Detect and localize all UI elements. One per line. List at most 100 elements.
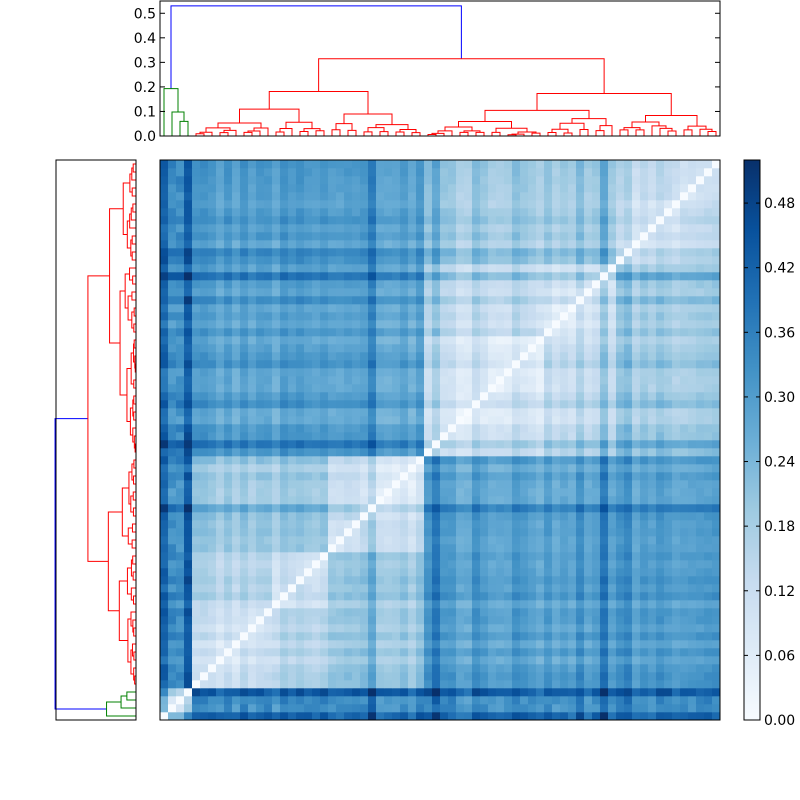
- heatmap-cell: [376, 392, 385, 401]
- heatmap-cell: [504, 176, 513, 185]
- heatmap-cell: [368, 520, 377, 529]
- heatmap-cell: [280, 608, 289, 617]
- heatmap-cell: [712, 488, 721, 497]
- heatmap-cell: [208, 400, 217, 409]
- heatmap-cell: [520, 392, 529, 401]
- heatmap-cell: [584, 176, 593, 185]
- heatmap-cell: [568, 224, 577, 233]
- heatmap-cell: [504, 288, 513, 297]
- heatmap-cell: [440, 408, 449, 417]
- heatmap-cell: [296, 336, 305, 345]
- heatmap-cell: [504, 456, 513, 465]
- heatmap-cell: [216, 448, 225, 457]
- heatmap-cell: [376, 296, 385, 305]
- heatmap-cell: [272, 400, 281, 409]
- heatmap-cell: [696, 448, 705, 457]
- heatmap-cell: [592, 584, 601, 593]
- heatmap-cell: [160, 568, 169, 577]
- heatmap-cell: [344, 496, 353, 505]
- heatmap-cell: [288, 424, 297, 433]
- heatmap-cell: [536, 184, 545, 193]
- heatmap-cell: [568, 672, 577, 681]
- heatmap-cell: [432, 624, 441, 633]
- heatmap-cell: [496, 664, 505, 673]
- heatmap-cell: [304, 200, 313, 209]
- heatmap-cell: [200, 320, 209, 329]
- heatmap-cell: [488, 232, 497, 241]
- heatmap-cell: [320, 200, 329, 209]
- heatmap-cell: [560, 592, 569, 601]
- heatmap-cell: [672, 240, 681, 249]
- heatmap-cell: [472, 640, 481, 649]
- heatmap-cell: [512, 248, 521, 257]
- heatmap-cell: [320, 312, 329, 321]
- heatmap-cell: [600, 512, 609, 521]
- heatmap-cell: [480, 288, 489, 297]
- heatmap-cell: [680, 192, 689, 201]
- heatmap-cell: [472, 416, 481, 425]
- heatmap-cell: [712, 712, 721, 721]
- heatmap-cell: [192, 504, 201, 513]
- heatmap-cell: [336, 184, 345, 193]
- heatmap-cell: [472, 504, 481, 513]
- heatmap-cell: [696, 376, 705, 385]
- heatmap-cell: [328, 504, 337, 513]
- heatmap-cell: [448, 224, 457, 233]
- heatmap-cell: [392, 632, 401, 641]
- heatmap-cell: [512, 352, 521, 361]
- heatmap-cell: [560, 616, 569, 625]
- heatmap-cell: [536, 568, 545, 577]
- heatmap-cell: [696, 544, 705, 553]
- heatmap-cell: [456, 680, 465, 689]
- heatmap-cell: [176, 176, 185, 185]
- heatmap-cell: [248, 424, 257, 433]
- heatmap-cell: [480, 680, 489, 689]
- heatmap-cell: [704, 568, 713, 577]
- heatmap-cell: [416, 392, 425, 401]
- heatmap-cell: [272, 200, 281, 209]
- heatmap-cell: [384, 456, 393, 465]
- heatmap-cell: [288, 648, 297, 657]
- heatmap-cell: [688, 224, 697, 233]
- heatmap-cell: [552, 544, 561, 553]
- heatmap-cell: [192, 704, 201, 713]
- heatmap-cell: [712, 664, 721, 673]
- heatmap-cell: [264, 632, 273, 641]
- heatmap-cell: [592, 448, 601, 457]
- heatmap-cell: [240, 640, 249, 649]
- heatmap-cell: [416, 640, 425, 649]
- heatmap-cell: [408, 248, 417, 257]
- heatmap-cell: [288, 192, 297, 201]
- heatmap-cell: [376, 328, 385, 337]
- heatmap-cell: [608, 712, 617, 721]
- heatmap-cell: [384, 448, 393, 457]
- heatmap-cell: [648, 200, 657, 209]
- heatmap-cell: [688, 208, 697, 217]
- heatmap-cell: [568, 248, 577, 257]
- heatmap-cell: [648, 592, 657, 601]
- heatmap-cell: [520, 240, 529, 249]
- heatmap-cell: [416, 696, 425, 705]
- heatmap-cell: [392, 536, 401, 545]
- top-dendrogram-link: [195, 133, 205, 136]
- heatmap-cell: [608, 568, 617, 577]
- heatmap-cell: [680, 408, 689, 417]
- heatmap-cell: [424, 216, 433, 225]
- heatmap-cell: [536, 512, 545, 521]
- heatmap-cell: [272, 536, 281, 545]
- heatmap-cell: [664, 640, 673, 649]
- heatmap-cell: [424, 608, 433, 617]
- heatmap-cell: [208, 240, 217, 249]
- heatmap-cell: [496, 424, 505, 433]
- heatmap-cell: [280, 488, 289, 497]
- heatmap-cell: [512, 224, 521, 233]
- heatmap-cell: [512, 280, 521, 289]
- heatmap-cell: [368, 568, 377, 577]
- heatmap-cell: [456, 408, 465, 417]
- heatmap-cell: [472, 584, 481, 593]
- heatmap-cell: [472, 224, 481, 233]
- heatmap-cell: [440, 376, 449, 385]
- heatmap-cell: [456, 448, 465, 457]
- heatmap-cell: [256, 696, 265, 705]
- heatmap-cell: [576, 248, 585, 257]
